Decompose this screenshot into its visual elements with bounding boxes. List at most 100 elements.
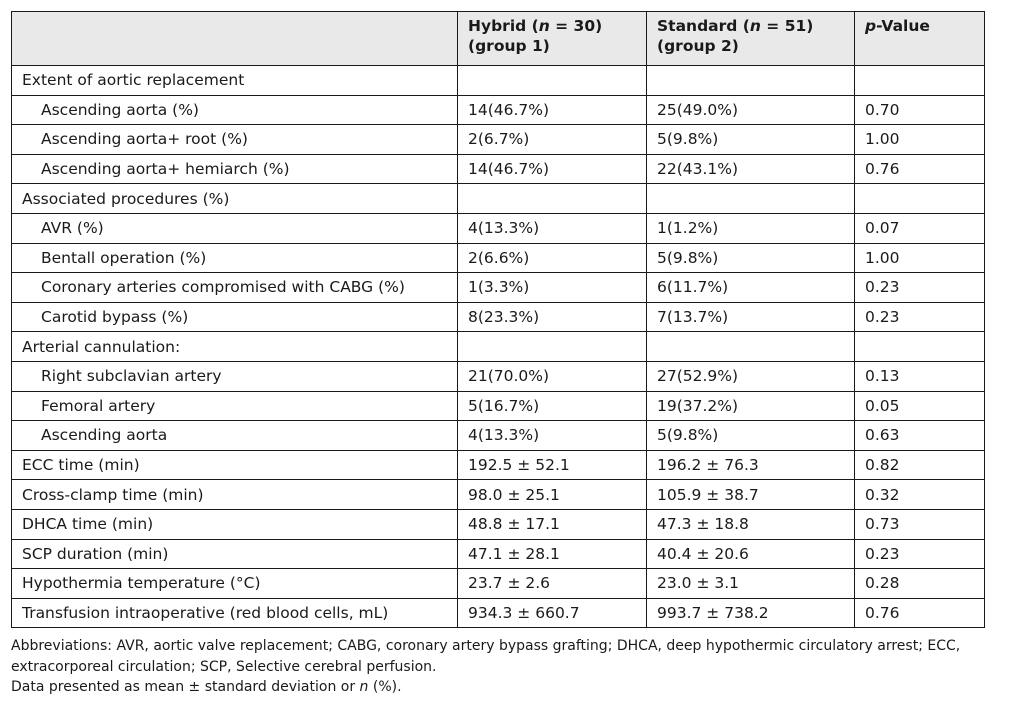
p-value: 0.13 bbox=[854, 360, 985, 392]
table-row: SCP duration (min) 47.1 ± 28.1 40.4 ± 20.6… bbox=[11, 538, 985, 570]
p-value: 0.23 bbox=[854, 538, 985, 570]
table-row: Ascending aorta (%) 14(46.7%) 25(49.0%) 0.7… bbox=[11, 94, 985, 126]
row-label: SCP duration (min) bbox=[11, 538, 458, 570]
row-label: Coronary arteries compromised with CABG … bbox=[11, 272, 458, 303]
table-row: Right subclavian artery 21(70.0%) 27(52.9%… bbox=[11, 360, 985, 392]
data-presentation-note: Data presented as mean ± standard deviat… bbox=[11, 679, 402, 695]
p-value: 0.05 bbox=[854, 390, 985, 422]
table-row: Ascending aorta+ hemiarch (%) 14(46.7%) 22… bbox=[11, 153, 985, 185]
results-table: Hybrid (n = 30) (group 1) Standard (n = … bbox=[11, 11, 985, 629]
table-row: DHCA time (min) 48.8 ± 17.1 47.3 ± 18.8 0.7… bbox=[11, 508, 985, 540]
hybrid-value: 48.8 ± 17.1 bbox=[457, 508, 647, 540]
table-row: Associated procedures (%) bbox=[11, 183, 985, 214]
table-row: Extent of aortic replacement bbox=[11, 65, 985, 96]
table-row: Bentall operation (%) 2(6.6%) 5(9.8%) 1.00 bbox=[11, 242, 985, 274]
standard-value: 23.0 ± 3.1 bbox=[646, 568, 855, 599]
p-value: 0.82 bbox=[854, 449, 985, 481]
table-row: Cross-clamp time (min) 98.0 ± 25.1 105.9 ±… bbox=[11, 479, 985, 510]
row-label: Ascending aorta+ root (%) bbox=[11, 124, 458, 155]
hybrid-value bbox=[457, 331, 647, 362]
table-row: Transfusion intraoperative (red blood ce… bbox=[11, 597, 985, 629]
row-label: Transfusion intraoperative (red blood ce… bbox=[11, 597, 458, 629]
table-row: Coronary arteries compromised with CABG … bbox=[11, 272, 985, 303]
table-row: AVR (%) 4(13.3%) 1(1.2%) 0.07 bbox=[11, 212, 985, 244]
row-label: Ascending aorta bbox=[11, 420, 458, 451]
hybrid-value: 1(3.3%) bbox=[457, 272, 647, 303]
table-row: Hypothermia temperature (°C) 23.7 ± 2.6 23… bbox=[11, 568, 985, 599]
header-row: Hybrid (n = 30) (group 1) Standard (n = … bbox=[11, 11, 985, 66]
hybrid-value: 2(6.7%) bbox=[457, 124, 647, 155]
header-blank-cell bbox=[11, 11, 458, 66]
row-label: Arterial cannulation: bbox=[11, 331, 458, 362]
p-value: 0.23 bbox=[854, 272, 985, 303]
hybrid-value bbox=[457, 183, 647, 214]
hybrid-value: 47.1 ± 28.1 bbox=[457, 538, 647, 570]
standard-value: 993.7 ± 738.2 bbox=[646, 597, 855, 629]
standard-value: 105.9 ± 38.7 bbox=[646, 479, 855, 510]
standard-value bbox=[646, 65, 855, 96]
table-row: ECC time (min) 192.5 ± 52.1 196.2 ± 76.3 0.… bbox=[11, 449, 985, 481]
standard-value: 47.3 ± 18.8 bbox=[646, 508, 855, 540]
header-hybrid: Hybrid (n = 30) (group 1) bbox=[457, 11, 647, 66]
p-value: 0.07 bbox=[854, 212, 985, 244]
row-label: Femoral artery bbox=[11, 390, 458, 422]
p-value: 0.70 bbox=[854, 94, 985, 126]
row-label: Carotid bypass (%) bbox=[11, 301, 458, 333]
row-label: Associated procedures (%) bbox=[11, 183, 458, 214]
table-row: Ascending aorta 4(13.3%) 5(9.8%) 0.63 bbox=[11, 420, 985, 451]
hybrid-value: 8(23.3%) bbox=[457, 301, 647, 333]
row-label: Ascending aorta+ hemiarch (%) bbox=[11, 153, 458, 185]
hybrid-value: 23.7 ± 2.6 bbox=[457, 568, 647, 599]
row-label: Cross-clamp time (min) bbox=[11, 479, 458, 510]
table-row: Femoral artery 5(16.7%) 19(37.2%) 0.05 bbox=[11, 390, 985, 422]
standard-value: 5(9.8%) bbox=[646, 420, 855, 451]
standard-value: 196.2 ± 76.3 bbox=[646, 449, 855, 481]
p-value: 0.28 bbox=[854, 568, 985, 599]
standard-value bbox=[646, 183, 855, 214]
row-label: DHCA time (min) bbox=[11, 508, 458, 540]
p-value bbox=[854, 65, 985, 96]
hybrid-value: 2(6.6%) bbox=[457, 242, 647, 274]
header-p-value: p-Value bbox=[854, 11, 985, 66]
standard-value: 6(11.7%) bbox=[646, 272, 855, 303]
row-label: Ascending aorta (%) bbox=[11, 94, 458, 126]
table-row: Carotid bypass (%) 8(23.3%) 7(13.7%) 0.23 bbox=[11, 301, 985, 333]
p-value bbox=[854, 183, 985, 214]
p-value: 1.00 bbox=[854, 242, 985, 274]
standard-value: 19(37.2%) bbox=[646, 390, 855, 422]
row-label: Extent of aortic replacement bbox=[11, 65, 458, 96]
table-row: Arterial cannulation: bbox=[11, 331, 985, 362]
p-value: 0.23 bbox=[854, 301, 985, 333]
standard-value: 7(13.7%) bbox=[646, 301, 855, 333]
standard-value: 5(9.8%) bbox=[646, 242, 855, 274]
hybrid-value: 5(16.7%) bbox=[457, 390, 647, 422]
hybrid-value bbox=[457, 65, 647, 96]
row-label: AVR (%) bbox=[11, 212, 458, 244]
p-value: 0.76 bbox=[854, 153, 985, 185]
table-body: Extent of aortic replacement Ascending ao… bbox=[11, 65, 985, 629]
hybrid-value: 14(46.7%) bbox=[457, 153, 647, 185]
standard-value: 25(49.0%) bbox=[646, 94, 855, 126]
p-value: 0.73 bbox=[854, 508, 985, 540]
p-value: 1.00 bbox=[854, 124, 985, 155]
p-value bbox=[854, 331, 985, 362]
hybrid-value: 934.3 ± 660.7 bbox=[457, 597, 647, 629]
standard-value bbox=[646, 331, 855, 362]
standard-value: 40.4 ± 20.6 bbox=[646, 538, 855, 570]
row-label: Hypothermia temperature (°C) bbox=[11, 568, 458, 599]
hybrid-value: 4(13.3%) bbox=[457, 420, 647, 451]
row-label: Right subclavian artery bbox=[11, 360, 458, 392]
abbreviations-note: Abbreviations: AVR, aortic valve replace… bbox=[11, 638, 961, 675]
table-row: Ascending aorta+ root (%) 2(6.7%) 5(9.8%) 1… bbox=[11, 124, 985, 155]
standard-value: 1(1.2%) bbox=[646, 212, 855, 244]
row-label: ECC time (min) bbox=[11, 449, 458, 481]
hybrid-value: 21(70.0%) bbox=[457, 360, 647, 392]
p-value: 0.76 bbox=[854, 597, 985, 629]
standard-value: 22(43.1%) bbox=[646, 153, 855, 185]
hybrid-value: 14(46.7%) bbox=[457, 94, 647, 126]
row-label: Bentall operation (%) bbox=[11, 242, 458, 274]
header-standard: Standard (n = 51) (group 2) bbox=[646, 11, 855, 66]
table-footnote: Abbreviations: AVR, aortic valve replace… bbox=[11, 636, 991, 698]
hybrid-value: 192.5 ± 52.1 bbox=[457, 449, 647, 481]
p-value: 0.32 bbox=[854, 479, 985, 510]
